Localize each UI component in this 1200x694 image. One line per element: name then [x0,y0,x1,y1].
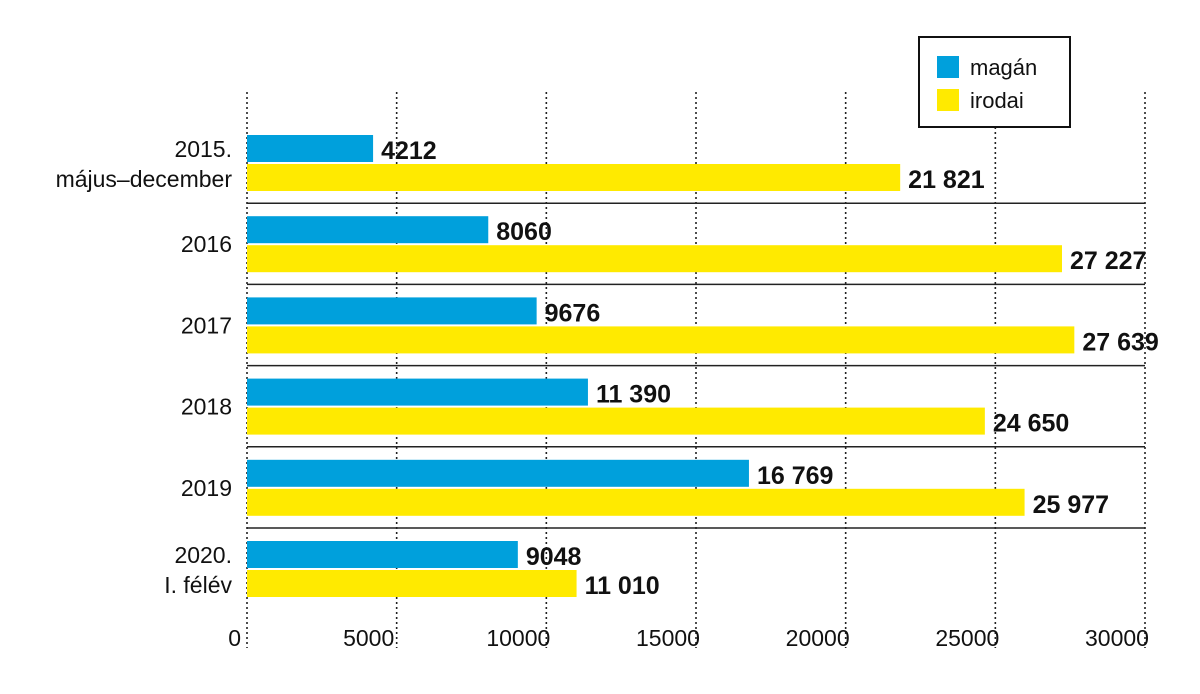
category-label: 2019 [181,475,232,501]
bar-magan [247,135,374,162]
category-labels: 2015. május–december 2016 2017 2018 2019 2020.… [56,136,233,598]
data-label: 9048 [526,543,582,571]
data-label: 27 639 [1082,328,1158,356]
bar-irodai [247,570,577,597]
category-label: 2017 [181,312,232,338]
bar-irodai [247,164,901,191]
bar-magan [247,216,489,244]
data-label: 21 821 [908,166,985,194]
category-label: 2015. [174,136,232,162]
x-tick-label: 5000 [343,625,394,651]
x-tick-label: 30000 [1085,625,1149,651]
data-labels: 4212 21 821 8060 27 227 9676 27 639 11 390 24 6… [381,137,1159,600]
bar-magan [247,459,749,487]
data-label: 24 650 [993,410,1069,438]
legend-label-irodai: irodai [970,88,1024,113]
bar-irodai [247,326,1075,354]
bar-magan [247,541,518,568]
data-label: 11 390 [596,381,671,409]
data-label: 8060 [496,218,552,246]
legend-swatch-magan [937,56,959,78]
data-label: 16 769 [757,462,833,490]
group-separators [247,202,1145,529]
x-tick-label: 25000 [935,625,999,651]
data-label: 25 977 [1033,491,1109,519]
bar-irodai [247,488,1025,516]
x-axis-ticks: 0 5000 10000 15000 20000 25000 30000 [228,625,1149,651]
legend-box [918,36,1071,128]
x-tick-label: 10000 [486,625,550,651]
bar-magan [247,297,537,325]
x-tick-label: 0 [228,625,241,651]
category-label: május–december [56,166,233,192]
x-tick-label: 20000 [786,625,850,651]
bar-irodai [247,407,985,435]
category-label: 2016 [181,231,232,257]
data-label: 9676 [545,299,601,327]
legend: magán irodai [918,36,1071,128]
legend-swatch-irodai [937,89,959,111]
category-label: I. félév [164,572,232,598]
legend-label-magan: magán [970,55,1037,80]
data-label: 4212 [381,137,437,165]
bar-irodai [247,245,1062,273]
category-label: 2020. [174,542,232,568]
bars [247,135,1075,597]
data-label: 27 227 [1070,247,1146,275]
data-label: 11 010 [585,572,660,600]
x-tick-label: 15000 [636,625,700,651]
bar-magan [247,378,588,406]
category-label: 2018 [181,394,232,420]
